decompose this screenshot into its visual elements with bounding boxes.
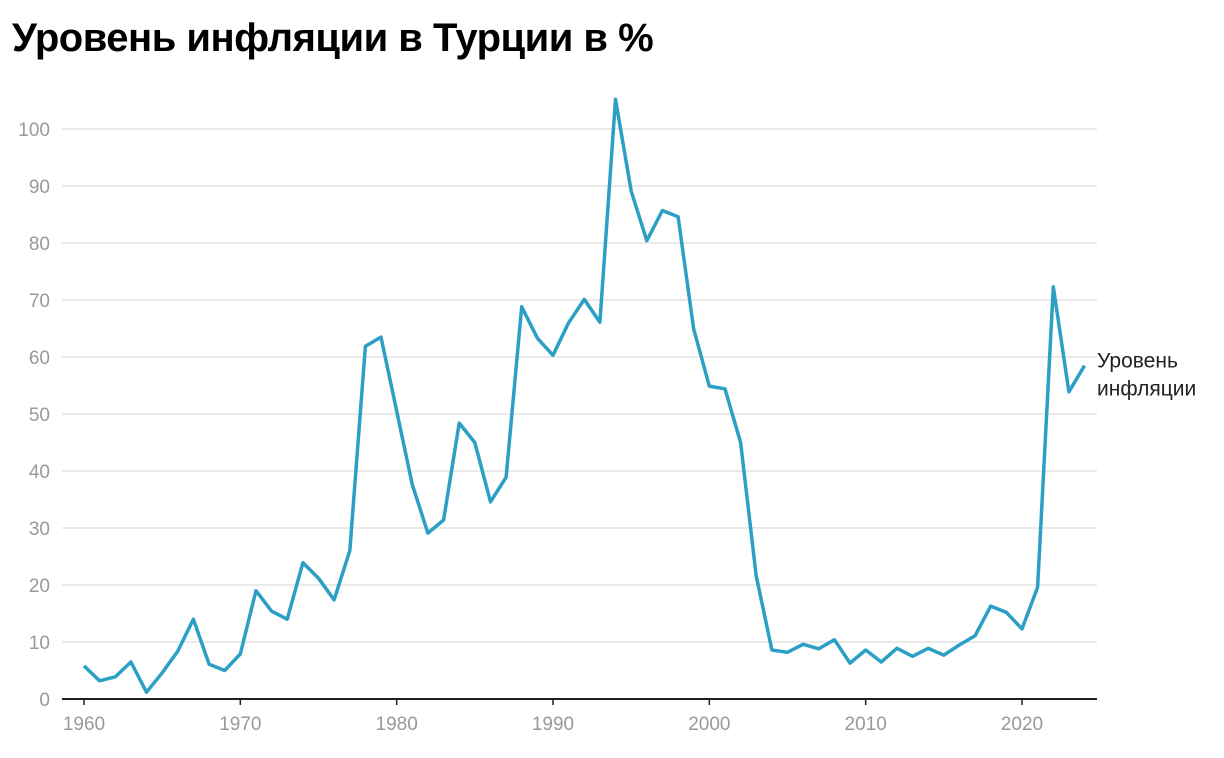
x-tick-label: 1980 [376, 714, 418, 735]
y-tick-label: 0 [39, 690, 50, 711]
x-tick-label: 2000 [688, 714, 730, 735]
x-tick-label: 1990 [532, 714, 574, 735]
x-tick-label: 2020 [1001, 714, 1043, 735]
series-line [82, 97, 1087, 694]
x-tick-label: 1970 [219, 714, 261, 735]
y-tick-label: 30 [29, 519, 50, 540]
y-tick-label: 90 [29, 177, 50, 198]
y-tick-label: 50 [29, 405, 50, 426]
y-tick-label: 80 [29, 234, 50, 255]
chart-title: Уровень инфляции в Турции в % [12, 16, 654, 60]
y-tick-label: 60 [29, 348, 50, 369]
series-label: Уровень инфляции [1097, 350, 1196, 401]
y-tick-label: 40 [29, 462, 50, 483]
x-tick-label: 1960 [63, 714, 105, 735]
y-tick-label: 20 [29, 576, 50, 597]
y-tick-label: 100 [18, 120, 50, 141]
y-tick-label: 10 [29, 633, 50, 654]
y-tick-label: 70 [29, 291, 50, 312]
x-tick-label: 2010 [845, 714, 887, 735]
